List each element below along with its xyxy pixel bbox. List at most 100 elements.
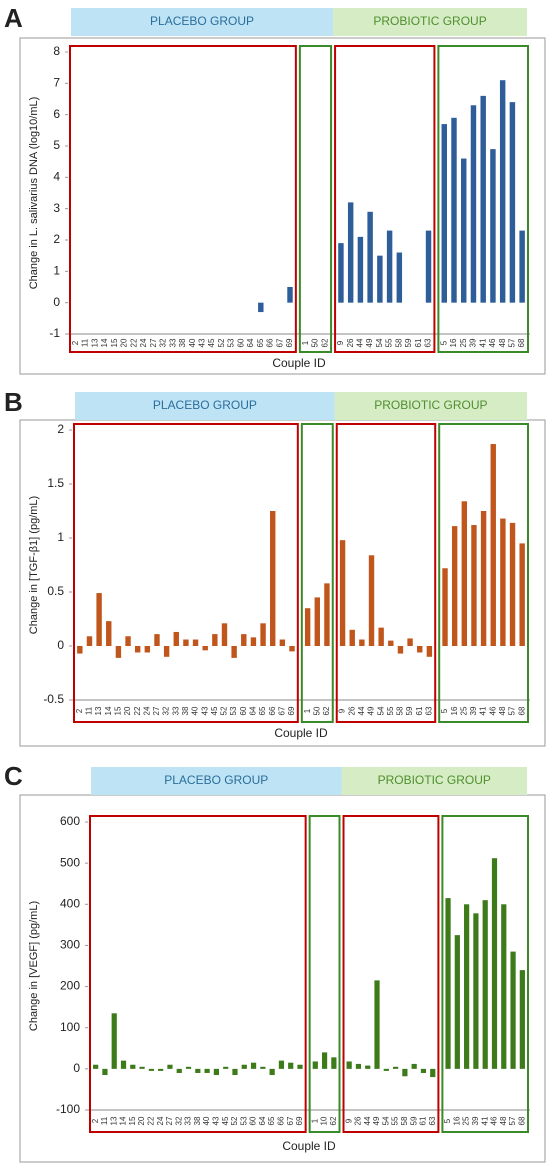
x-tick-label: 38 — [178, 338, 187, 347]
group-box — [300, 423, 334, 723]
x-tick-label: 5 — [440, 708, 449, 713]
x-tick-label: 11 — [100, 1116, 109, 1125]
x-tick-label: 14 — [100, 338, 109, 347]
bar — [297, 1064, 303, 1069]
bar — [509, 522, 516, 646]
bar — [287, 287, 293, 303]
x-tick-label: 9 — [338, 708, 347, 713]
x-tick-label: 54 — [375, 338, 384, 347]
y-tick-label: 1 — [57, 530, 64, 544]
x-tick-label: 1 — [303, 708, 312, 713]
bar — [430, 1068, 436, 1078]
bar — [324, 583, 330, 646]
x-tick-label: 64 — [249, 706, 258, 715]
bar — [176, 1068, 182, 1073]
bar — [115, 646, 122, 658]
x-tick-label: 46 — [490, 1116, 499, 1125]
bar — [241, 1064, 247, 1069]
x-tick-label: 9 — [336, 340, 345, 345]
group-band — [71, 8, 334, 36]
x-tick-label: 43 — [200, 706, 209, 715]
bar — [144, 646, 151, 653]
bar — [221, 623, 228, 646]
y-tick-label: 0 — [57, 638, 64, 652]
group-box — [342, 815, 440, 1133]
x-tick-label: 20 — [137, 1116, 146, 1125]
x-tick-label: 58 — [400, 1116, 409, 1125]
bar — [270, 511, 276, 646]
bar — [490, 444, 496, 646]
x-tick-label: 68 — [517, 706, 526, 715]
x-tick-label: 41 — [478, 338, 487, 347]
bar — [461, 501, 468, 646]
bar — [77, 646, 83, 654]
bar — [192, 639, 199, 646]
x-tick-label: 40 — [188, 338, 197, 347]
group-label: PLACEBO GROUP — [153, 398, 257, 412]
bar — [173, 631, 179, 646]
bar — [269, 1068, 275, 1076]
x-tick-label: 5 — [443, 1118, 452, 1123]
bar — [425, 230, 432, 303]
x-tick-label: 27 — [149, 338, 158, 347]
x-tick-label: 66 — [277, 1116, 286, 1125]
x-tick-label: 48 — [499, 1116, 508, 1125]
x-tick-label: 49 — [365, 338, 374, 347]
bar — [338, 243, 344, 303]
y-tick-label: 2 — [53, 232, 60, 246]
x-tick-label: 66 — [268, 706, 277, 715]
x-tick-label: 1 — [310, 1118, 319, 1123]
group-box — [437, 45, 529, 353]
bar — [204, 1068, 210, 1073]
x-tick-label: 25 — [462, 1116, 471, 1125]
y-tick-label: 200 — [60, 979, 80, 993]
bar — [473, 913, 479, 1069]
bar — [396, 252, 403, 303]
x-tick-label: 25 — [459, 706, 468, 715]
x-tick-label: 5 — [439, 340, 448, 345]
x-tick-label: 53 — [229, 706, 238, 715]
bar — [139, 1066, 145, 1069]
x-tick-label: 44 — [356, 338, 365, 347]
bar — [359, 639, 365, 646]
x-tick-label: 48 — [498, 706, 507, 715]
x-tick-label: 63 — [424, 338, 433, 347]
x-tick-label: 52 — [230, 1116, 239, 1125]
panel-letter: C — [4, 761, 23, 791]
x-tick-label: 22 — [146, 1116, 155, 1125]
group-label: PROBIOTIC GROUP — [374, 398, 487, 412]
group-band — [75, 392, 335, 420]
y-tick-label: 6 — [53, 107, 60, 121]
x-tick-label: 48 — [498, 338, 507, 347]
x-tick-label: 65 — [267, 1116, 276, 1125]
x-tick-label: 61 — [415, 706, 424, 715]
panel-letter: B — [4, 387, 23, 417]
x-tick-label: 69 — [285, 338, 294, 347]
bar — [402, 1068, 408, 1077]
x-tick-label: 46 — [488, 706, 497, 715]
x-tick-label: 11 — [81, 338, 90, 347]
bar — [163, 646, 170, 657]
x-tick-label: 58 — [396, 706, 405, 715]
bar — [195, 1068, 201, 1073]
group-label: PLACEBO GROUP — [164, 773, 268, 787]
x-tick-label: 33 — [171, 706, 180, 715]
bar — [223, 1066, 229, 1069]
y-tick-label: 2 — [57, 422, 64, 436]
x-tick-label: 26 — [347, 706, 356, 715]
y-tick-label: 400 — [60, 896, 80, 910]
group-band — [341, 767, 527, 795]
bar — [148, 1068, 154, 1071]
bar — [378, 627, 384, 646]
x-tick-label: 45 — [210, 706, 219, 715]
x-tick-label: 52 — [220, 706, 229, 715]
x-tick-label: 11 — [85, 706, 94, 715]
x-tick-label: 25 — [459, 338, 468, 347]
bar — [346, 1061, 352, 1069]
bar — [445, 898, 451, 1069]
bar — [386, 230, 393, 303]
bar — [500, 518, 506, 646]
bar — [420, 1068, 427, 1073]
x-tick-label: 22 — [129, 338, 138, 347]
x-tick-label: 69 — [295, 1116, 304, 1125]
